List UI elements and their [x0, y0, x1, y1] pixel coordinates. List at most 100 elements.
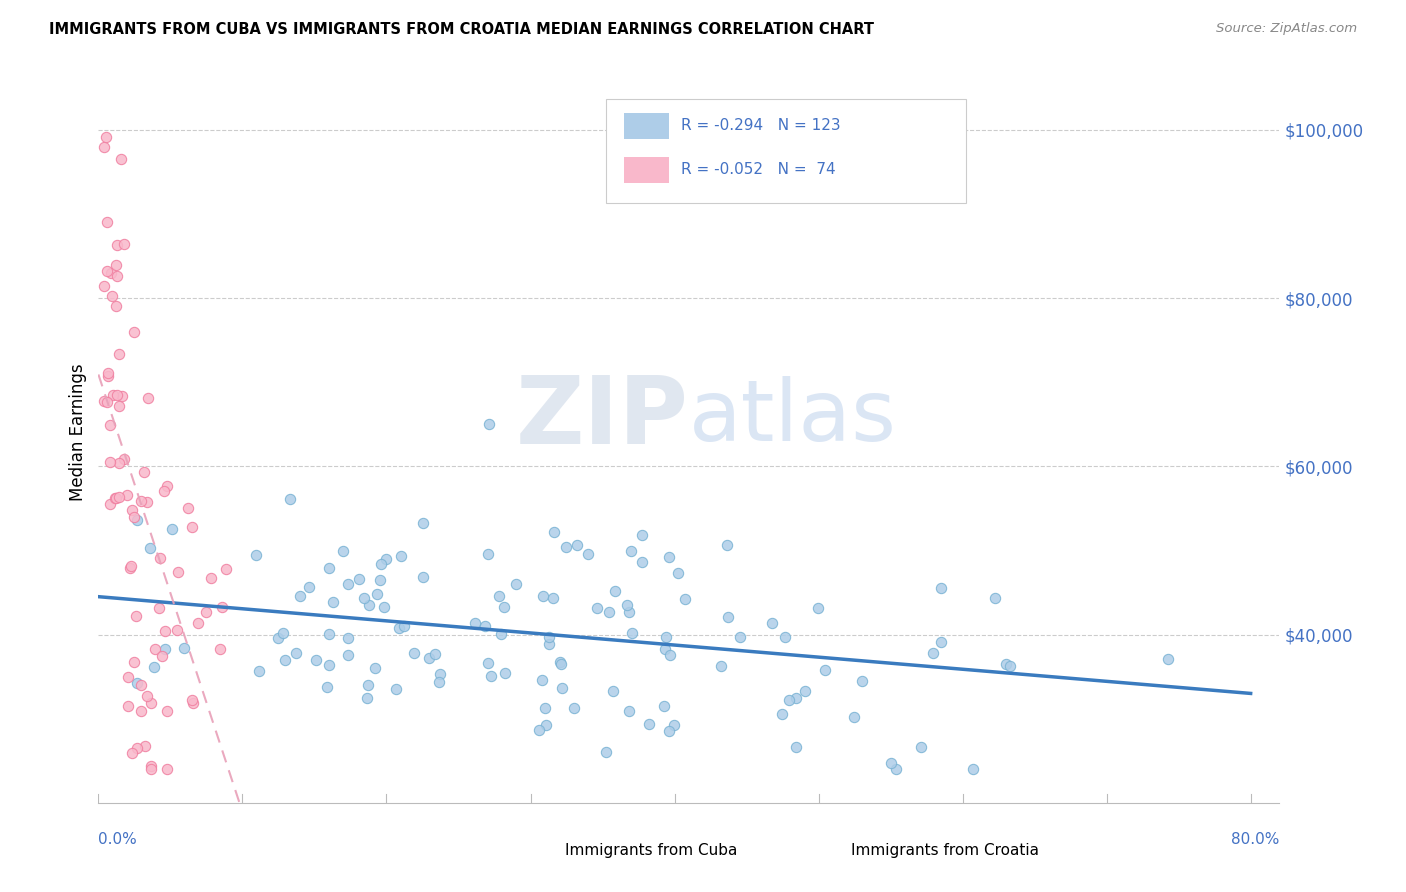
Point: [125, 609, 148, 624]
Point: [118, 561, 141, 575]
Point: [652, 698, 675, 713]
Point: [668, 566, 690, 580]
Point: [654, 642, 676, 657]
Point: [160, 522, 183, 536]
Point: [770, 707, 793, 722]
Point: [173, 641, 195, 656]
Point: [373, 599, 395, 614]
Point: [481, 669, 503, 683]
Point: [603, 584, 626, 599]
Point: [124, 325, 146, 339]
Point: [129, 704, 152, 718]
Point: [143, 641, 166, 656]
Point: [139, 696, 162, 710]
Point: [318, 561, 340, 575]
Point: [105, 268, 128, 283]
Point: [121, 746, 143, 760]
Point: [807, 601, 830, 615]
Point: [288, 589, 311, 603]
Point: [620, 544, 643, 558]
Point: [550, 657, 572, 672]
Point: [370, 573, 392, 587]
Point: [97, 366, 120, 380]
Point: [842, 710, 865, 724]
Point: [211, 599, 233, 614]
Point: [180, 520, 202, 534]
Point: [104, 491, 127, 506]
Point: [148, 600, 170, 615]
Point: [728, 630, 751, 644]
Point: [392, 619, 415, 633]
Point: [108, 347, 131, 361]
Y-axis label: Median Earnings: Median Earnings: [69, 364, 87, 501]
Point: [124, 509, 146, 524]
Point: [659, 648, 682, 662]
Point: [531, 590, 554, 604]
Point: [318, 657, 340, 672]
Point: [794, 684, 817, 698]
Point: [101, 289, 124, 303]
Point: [353, 591, 375, 606]
Point: [586, 600, 609, 615]
Point: [785, 691, 807, 706]
Point: [104, 491, 127, 505]
Point: [370, 557, 392, 571]
Point: [143, 660, 166, 674]
Text: Source: ZipAtlas.com: Source: ZipAtlas.com: [1216, 22, 1357, 36]
Point: [598, 606, 620, 620]
Point: [94, 130, 117, 145]
Point: [166, 623, 188, 637]
Point: [136, 495, 159, 509]
Point: [429, 667, 451, 681]
Point: [357, 598, 380, 612]
Point: [136, 392, 159, 406]
Point: [388, 621, 411, 635]
Point: [785, 740, 807, 755]
Point: [104, 258, 127, 272]
Text: 0.0%: 0.0%: [98, 832, 138, 847]
Point: [658, 550, 681, 565]
Point: [98, 497, 121, 511]
Text: Immigrants from Cuba: Immigrants from Cuba: [565, 844, 737, 858]
Point: [537, 637, 560, 651]
Bar: [536, 840, 561, 862]
Point: [129, 678, 152, 692]
Point: [412, 570, 434, 584]
Point: [717, 610, 740, 624]
Point: [186, 615, 208, 630]
Point: [139, 541, 162, 555]
Point: [347, 572, 370, 586]
Point: [576, 547, 599, 561]
Point: [929, 581, 952, 595]
Point: [548, 655, 571, 669]
Point: [195, 605, 218, 619]
Text: ZIP: ZIP: [516, 372, 689, 464]
Point: [247, 664, 270, 678]
Point: [534, 718, 557, 732]
Point: [117, 670, 139, 684]
Point: [274, 653, 297, 667]
Point: [418, 651, 440, 665]
Point: [488, 589, 510, 603]
Point: [120, 559, 142, 574]
Point: [710, 658, 733, 673]
Point: [655, 630, 678, 644]
Point: [111, 389, 134, 403]
Point: [565, 537, 588, 551]
Text: R = -0.294   N = 123: R = -0.294 N = 123: [681, 118, 841, 133]
Point: [322, 595, 344, 609]
Point: [356, 690, 378, 705]
Point: [318, 626, 340, 640]
Point: [336, 648, 359, 662]
Point: [271, 626, 294, 640]
Point: [129, 493, 152, 508]
Point: [108, 399, 131, 413]
Point: [716, 538, 738, 552]
Text: atlas: atlas: [689, 376, 897, 459]
Text: IMMIGRANTS FROM CUBA VS IMMIGRANTS FROM CROATIA MEDIAN EARNINGS CORRELATION CHAR: IMMIGRANTS FROM CUBA VS IMMIGRANTS FROM …: [49, 22, 875, 37]
Point: [156, 478, 179, 492]
Point: [156, 704, 179, 718]
Point: [176, 501, 198, 516]
Point: [155, 642, 177, 657]
Point: [364, 661, 387, 675]
